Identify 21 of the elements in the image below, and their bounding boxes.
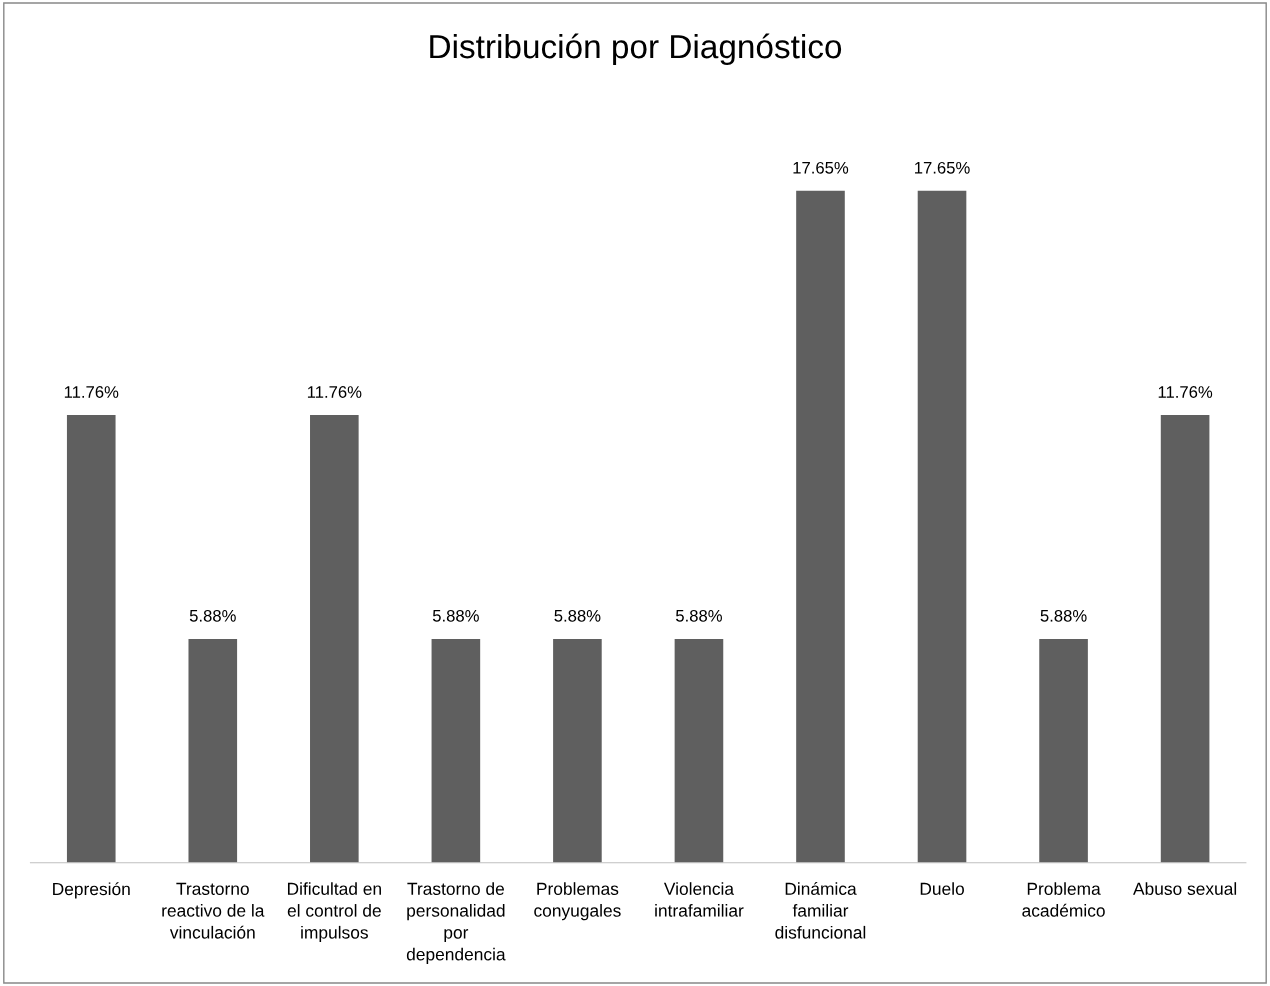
x-tick-label: Depresión xyxy=(53,882,130,899)
data-label: 11.76% xyxy=(1158,386,1213,398)
data-label: 5.88% xyxy=(554,609,601,622)
chart-title: Distribución por Diagnóstico xyxy=(430,33,842,66)
data-label: 5.88% xyxy=(189,609,236,622)
data-label: 5.88% xyxy=(1040,609,1087,622)
data-label: 5.88% xyxy=(432,609,479,622)
data-label: 17.65% xyxy=(793,161,849,174)
x-tick-label: Trastorno de personalidad por dependencia xyxy=(406,882,506,964)
x-tick-label: Dificultad en el control de impulsos xyxy=(287,882,381,943)
data-label: 5.88% xyxy=(675,609,722,622)
x-tick-label: Duelo xyxy=(920,882,964,895)
x-tick-label: Dinámica familiar disfuncional xyxy=(775,881,866,939)
x-tick-label: Violencia intrafamiliar xyxy=(655,882,744,917)
x-tick-label: Trastorno reactivo de la vinculación xyxy=(162,882,265,939)
x-tick-label: Problema académico xyxy=(1022,882,1105,917)
x-tick-label: Abuso sexual xyxy=(1133,882,1237,895)
data-label: 17.65% xyxy=(915,161,970,174)
x-tick-label: Problemas conyugales xyxy=(534,882,621,921)
data-label: 11.76% xyxy=(64,386,119,398)
data-label: 11.76% xyxy=(307,386,362,398)
